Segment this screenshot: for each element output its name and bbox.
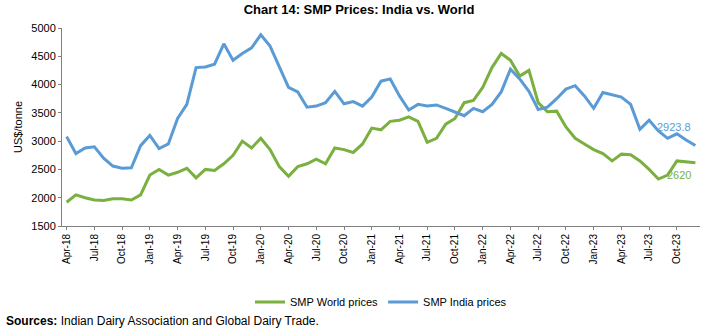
svg-text:Jul-18: Jul-18 [89, 234, 100, 262]
svg-text:Oct-22: Oct-22 [560, 234, 571, 264]
svg-text:Oct-20: Oct-20 [338, 234, 349, 264]
svg-text:Chart 14: SMP Prices: India vs: Chart 14: SMP Prices: India vs. World [244, 2, 475, 17]
svg-text:Jul-19: Jul-19 [200, 234, 211, 262]
svg-text:Apr-22: Apr-22 [505, 234, 516, 264]
svg-text:Apr-20: Apr-20 [283, 234, 294, 264]
svg-text:2500: 2500 [31, 163, 55, 175]
svg-text:Apr-21: Apr-21 [394, 234, 405, 264]
svg-text:3500: 3500 [31, 107, 55, 119]
svg-text:Jul-21: Jul-21 [421, 234, 432, 262]
svg-text:Jul-23: Jul-23 [643, 234, 654, 262]
svg-text:Apr-18: Apr-18 [61, 234, 72, 264]
svg-text:5000: 5000 [31, 22, 55, 34]
svg-text:Apr-19: Apr-19 [172, 234, 183, 264]
svg-text:3000: 3000 [31, 135, 55, 147]
svg-text:4000: 4000 [31, 78, 55, 90]
svg-text:SMP India prices: SMP India prices [423, 296, 506, 308]
svg-text:Apr-23: Apr-23 [616, 234, 627, 264]
svg-text:Jul-20: Jul-20 [311, 234, 322, 262]
svg-text:Jan-23: Jan-23 [588, 234, 599, 265]
svg-text:Jan-21: Jan-21 [366, 234, 377, 265]
svg-text:2620: 2620 [667, 169, 691, 181]
svg-text:US$/tonne: US$/tonne [12, 101, 24, 153]
svg-text:Sources: Indian Dairy Associat: Sources: Indian Dairy Association and Gl… [6, 314, 319, 328]
svg-text:Jan-22: Jan-22 [477, 234, 488, 265]
svg-text:Oct-19: Oct-19 [227, 234, 238, 264]
svg-text:SMP World prices: SMP World prices [290, 296, 378, 308]
svg-text:2923.8: 2923.8 [657, 121, 691, 133]
svg-text:2000: 2000 [31, 192, 55, 204]
svg-text:Oct-18: Oct-18 [116, 234, 127, 264]
svg-text:Oct-21: Oct-21 [449, 234, 460, 264]
svg-text:Jul-22: Jul-22 [532, 234, 543, 262]
svg-text:Oct-23: Oct-23 [671, 234, 682, 264]
svg-text:1500: 1500 [31, 220, 55, 232]
svg-text:Jan-20: Jan-20 [255, 234, 266, 265]
svg-text:4500: 4500 [31, 50, 55, 62]
svg-text:Jan-19: Jan-19 [144, 234, 155, 265]
